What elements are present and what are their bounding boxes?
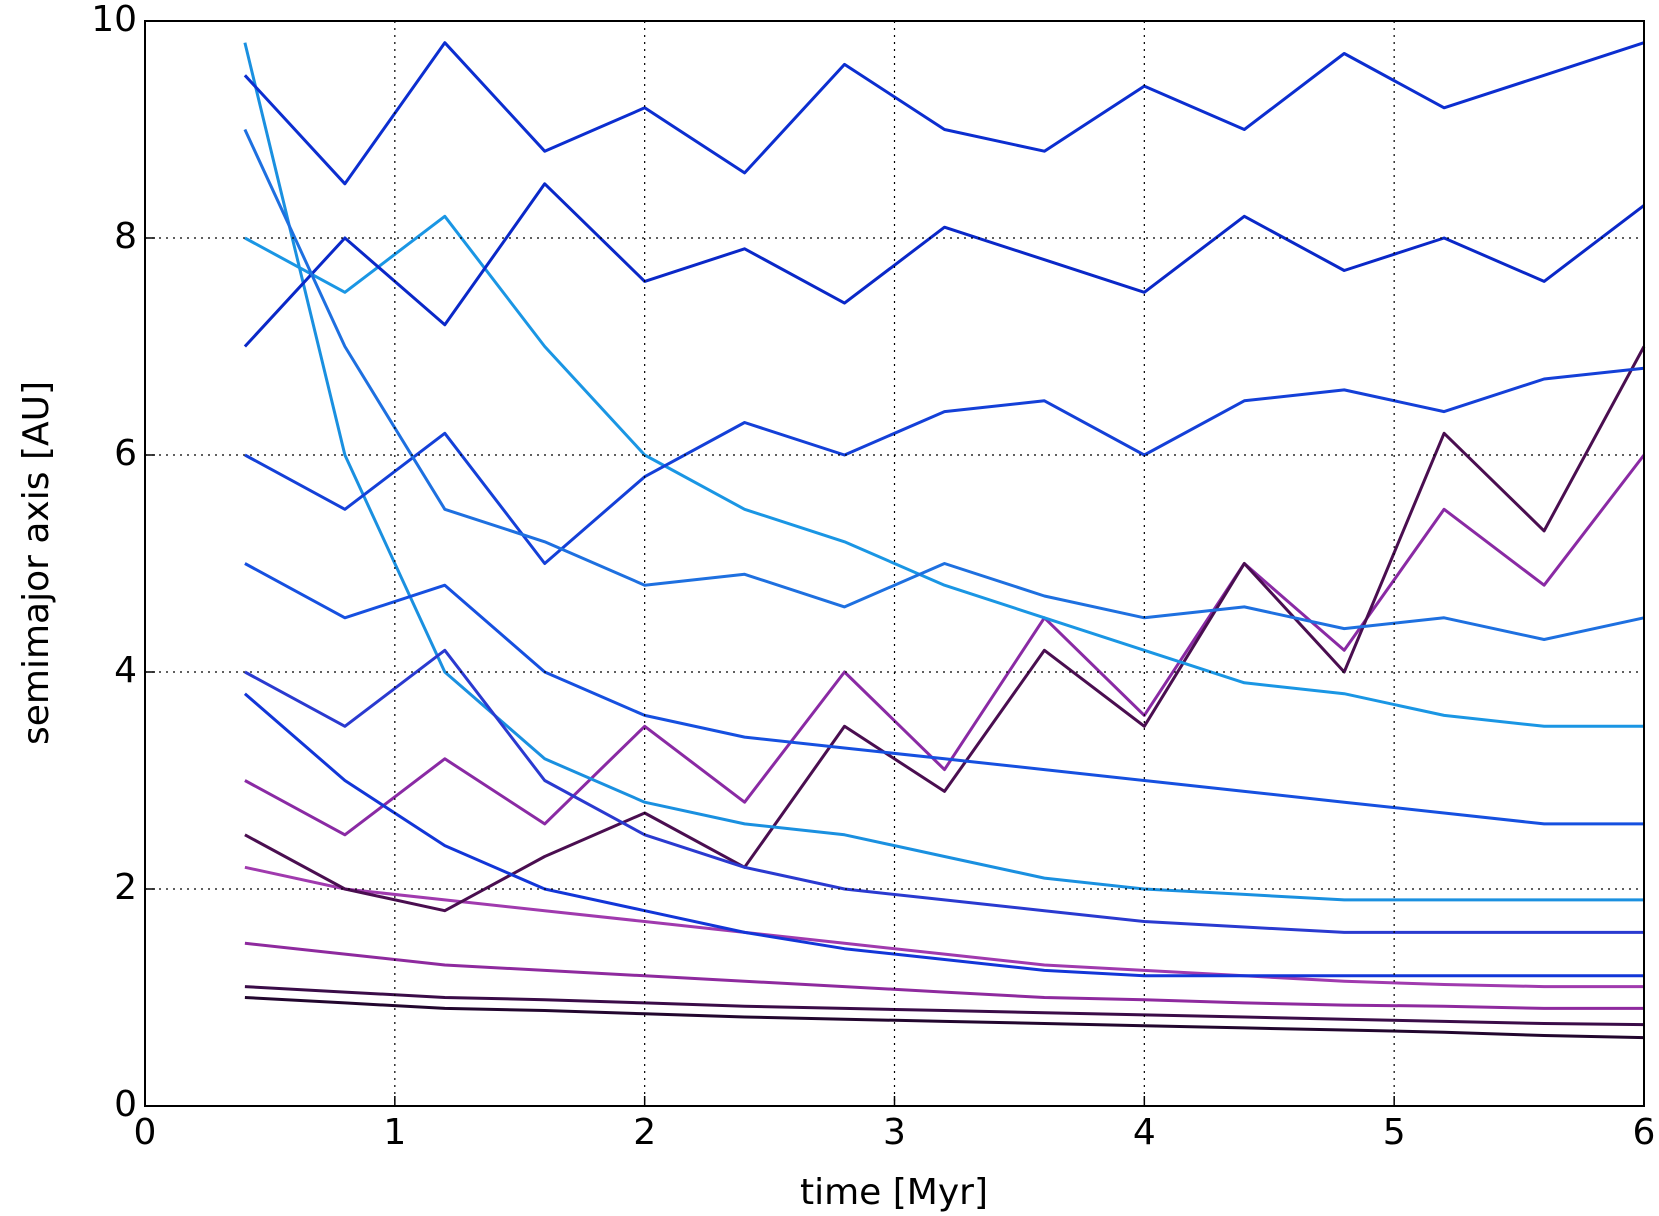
y-tick-label: 0 xyxy=(114,1084,137,1125)
x-tick-label: 5 xyxy=(1383,1112,1406,1153)
data-line xyxy=(244,366,1645,565)
x-tick-label: 2 xyxy=(633,1112,656,1153)
data-line xyxy=(244,996,1645,1040)
data-line xyxy=(244,865,1644,989)
data-line xyxy=(243,182,1645,348)
data-line xyxy=(243,128,1645,641)
y-tick-label: 4 xyxy=(114,650,137,691)
data-line xyxy=(244,345,1646,913)
data-line xyxy=(243,42,1644,902)
y-tick-label: 6 xyxy=(114,433,137,474)
data-line xyxy=(244,648,1644,934)
x-axis-label: time [Myr] xyxy=(800,1172,988,1213)
x-tick-label: 4 xyxy=(1133,1112,1156,1153)
data-line xyxy=(244,214,1644,728)
plot-frame xyxy=(144,20,1645,1107)
y-tick-label: 8 xyxy=(114,216,137,257)
data-line xyxy=(244,941,1644,1010)
x-tick-label: 0 xyxy=(134,1112,157,1153)
y-tick-label: 2 xyxy=(114,867,137,908)
x-tick-label: 3 xyxy=(883,1112,906,1153)
x-tick-label: 6 xyxy=(1633,1112,1656,1153)
data-line xyxy=(243,692,1644,978)
data-line xyxy=(244,454,1646,837)
y-tick-label: 10 xyxy=(91,0,137,40)
y-axis-label: semimajor axis [AU] xyxy=(16,381,57,745)
x-tick-label: 1 xyxy=(383,1112,406,1153)
data-line xyxy=(244,562,1644,826)
data-line xyxy=(244,985,1645,1027)
data-line xyxy=(243,41,1645,186)
